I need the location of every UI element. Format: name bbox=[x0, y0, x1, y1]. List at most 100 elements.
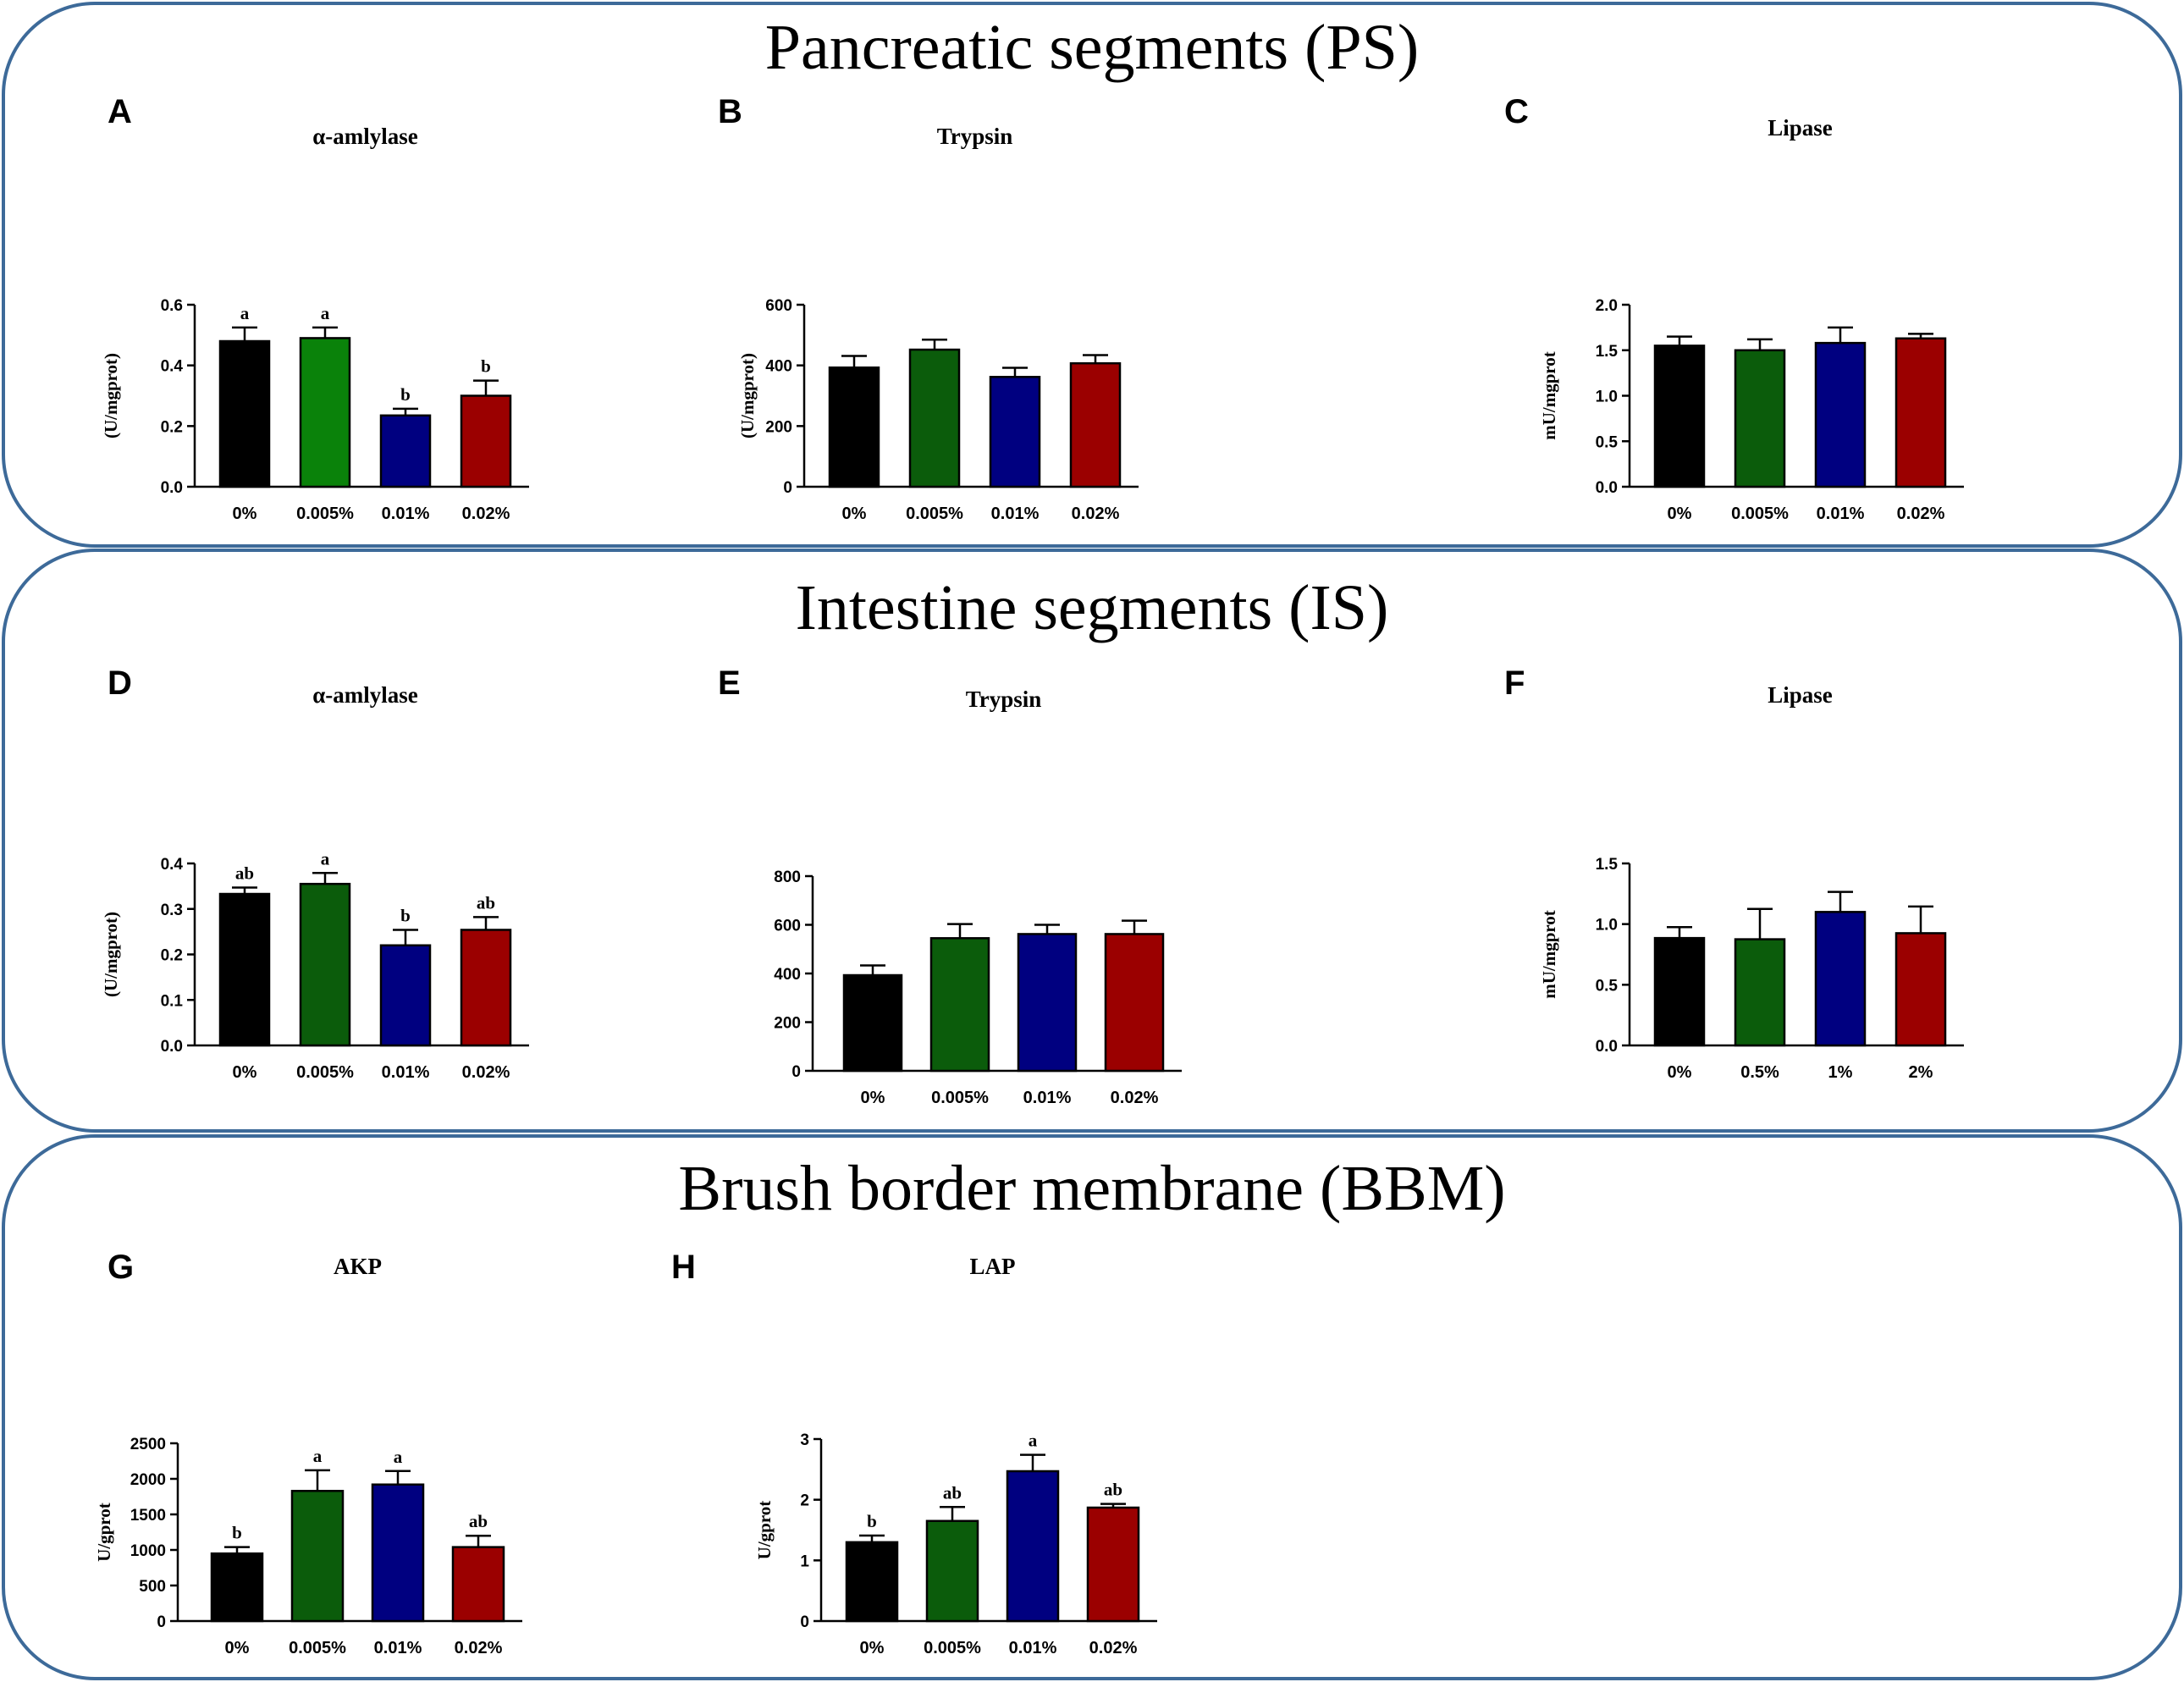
x-tick-label: 0.02% bbox=[1111, 1089, 1159, 1107]
x-tick-label: 0.02% bbox=[1072, 505, 1120, 523]
x-tick-label: 0.005% bbox=[924, 1639, 981, 1657]
y-tick-label: 0.5 bbox=[1596, 977, 1619, 995]
x-tick-label: 0.01% bbox=[1817, 505, 1865, 523]
bar-0.02% bbox=[460, 394, 512, 488]
significance-label: a bbox=[240, 303, 250, 323]
chart-g-akp-bbm: AKP 0 500 1000 1500 2000 2500 U/gprot b 0% a 0.005%… bbox=[94, 1254, 522, 1657]
y-tick-label: 0.0 bbox=[161, 1038, 183, 1056]
significance-label: a bbox=[1029, 1431, 1038, 1451]
x-tick-label: 0.005% bbox=[296, 1063, 354, 1082]
bar-0.01% bbox=[371, 1483, 425, 1623]
significance-label: a bbox=[394, 1447, 403, 1467]
section-title-intestine: Intestine segments (IS) bbox=[795, 572, 1389, 643]
bar-0% bbox=[842, 973, 903, 1073]
y-tick-label: 200 bbox=[765, 418, 792, 436]
y-tick-label: 1.5 bbox=[1596, 343, 1619, 361]
x-tick-label: 0.005% bbox=[906, 505, 963, 523]
chart-a-amylase-ps: α-amlylase 0.0 0.2 0.4 0.6 (U/mgprot) a 0% a 0.00… bbox=[101, 124, 529, 523]
significance-label: ab bbox=[1104, 1480, 1122, 1500]
x-tick-label: 0.01% bbox=[382, 505, 430, 523]
chart-e-trypsin-is: Trypsin 0 200 400 600 800 0% 0.005% 0.01% 0.02% bbox=[774, 687, 1182, 1107]
x-tick-label: 0% bbox=[233, 1063, 257, 1082]
x-tick-label: 0.005% bbox=[296, 505, 354, 523]
y-tick-label: 0.6 bbox=[161, 297, 183, 315]
significance-label: b bbox=[867, 1511, 877, 1531]
y-tick-label: 400 bbox=[774, 966, 801, 984]
panel-letter-b: B bbox=[718, 93, 742, 130]
y-tick-label: 3 bbox=[800, 1431, 809, 1449]
y-tick-label: 1500 bbox=[130, 1507, 166, 1525]
bar-0.005% bbox=[1734, 349, 1786, 488]
x-tick-label: 0% bbox=[860, 1639, 885, 1657]
bar-0.005% bbox=[299, 882, 351, 1047]
section-title-pancreatic: Pancreatic segments (PS) bbox=[764, 12, 1420, 83]
bar-0.01% bbox=[1814, 341, 1867, 488]
y-axis-label: U/gprot bbox=[754, 1501, 775, 1560]
panel-letter-f: F bbox=[1504, 665, 1525, 702]
y-tick-label: 600 bbox=[774, 918, 801, 935]
chart-title: Trypsin bbox=[966, 687, 1042, 712]
bar-0.01% bbox=[379, 414, 432, 488]
x-tick-label: 0.5% bbox=[1740, 1063, 1779, 1082]
chart-f-lipase-is: Lipase 0.0 0.5 1.0 1.5 mU/mgprot 0% 0.5% 1% 2% bbox=[1539, 682, 1964, 1082]
significance-label: ab bbox=[477, 892, 495, 913]
significance-label: ab bbox=[943, 1482, 962, 1503]
x-tick-label: 0.02% bbox=[462, 505, 510, 523]
x-tick-label: 2% bbox=[1909, 1063, 1933, 1082]
bar-0.005% bbox=[299, 337, 351, 488]
chart-title: Lipase bbox=[1768, 682, 1833, 708]
y-axis-label: (U/mgprot) bbox=[101, 912, 121, 997]
x-tick-label: 0.01% bbox=[1009, 1639, 1057, 1657]
bar-0% bbox=[218, 339, 271, 488]
y-tick-label: 2500 bbox=[130, 1436, 166, 1453]
panel-letter-d: D bbox=[108, 665, 132, 702]
bar-0.01% bbox=[379, 944, 432, 1047]
y-tick-label: 0.0 bbox=[1596, 1038, 1618, 1056]
panel-letter-a: A bbox=[108, 93, 132, 130]
x-tick-label: 0.01% bbox=[1023, 1089, 1072, 1107]
x-tick-label: 0.02% bbox=[1089, 1639, 1138, 1657]
y-axis-label: U/gprot bbox=[94, 1503, 114, 1562]
x-tick-label: 0% bbox=[842, 505, 867, 523]
y-tick-label: 1.0 bbox=[1596, 917, 1618, 935]
y-tick-label: 0 bbox=[783, 479, 792, 497]
x-tick-label: 0.02% bbox=[1897, 505, 1945, 523]
y-tick-label: 2000 bbox=[130, 1471, 166, 1489]
chart-b-trypsin-ps: Trypsin 0 200 400 600 (U/mgprot) 0% 0.005% 0.01%… bbox=[737, 124, 1139, 523]
y-axis-label: (U/mgprot) bbox=[737, 353, 758, 438]
bar-0.02% bbox=[1069, 361, 1122, 488]
y-tick-label: 0.1 bbox=[161, 992, 184, 1010]
x-tick-label: 0% bbox=[225, 1639, 250, 1657]
bar-0.01% bbox=[1006, 1470, 1060, 1623]
bar-0.02% bbox=[460, 929, 512, 1047]
bar-0.005% bbox=[929, 937, 990, 1073]
bar-0.005% bbox=[290, 1490, 345, 1623]
y-tick-label: 1 bbox=[800, 1552, 809, 1570]
x-tick-label: 0.02% bbox=[455, 1639, 503, 1657]
bar-0% bbox=[218, 892, 271, 1047]
y-tick-label: 0.0 bbox=[1596, 479, 1618, 497]
panel-letter-c: C bbox=[1504, 93, 1529, 130]
chart-h-lap-bbm: LAP 0 1 2 3 U/gprot b 0% ab 0.005% a 0.01% ab 0.02% bbox=[754, 1254, 1157, 1657]
x-tick-label: 0% bbox=[233, 505, 257, 523]
y-tick-label: 0.2 bbox=[161, 418, 183, 436]
bar-0.02% bbox=[1104, 933, 1165, 1073]
x-tick-label: 0.02% bbox=[462, 1063, 510, 1082]
bar-0.01% bbox=[1017, 933, 1078, 1073]
bar-0.02% bbox=[451, 1546, 505, 1623]
bar-0% bbox=[828, 366, 880, 488]
chart-title: α-amlylase bbox=[312, 124, 418, 149]
bar-0.02% bbox=[1086, 1506, 1140, 1623]
y-tick-label: 0 bbox=[157, 1613, 166, 1631]
significance-label: ab bbox=[469, 1511, 488, 1531]
bar-0% bbox=[1653, 936, 1706, 1047]
y-tick-label: 0.3 bbox=[161, 902, 183, 919]
y-tick-label: 2.0 bbox=[1596, 297, 1618, 315]
y-tick-label: 400 bbox=[765, 358, 792, 376]
panel-letter-g: G bbox=[108, 1249, 135, 1286]
significance-label: a bbox=[321, 848, 330, 869]
chart-c-lipase-ps: Lipase 0.0 0.5 1.0 1.5 2.0 mU/mgprot 0% 0.005% 0.… bbox=[1539, 115, 1964, 523]
y-axis-label: mU/mgprot bbox=[1539, 351, 1559, 440]
x-tick-label: 0% bbox=[1668, 505, 1692, 523]
bar-0.005% bbox=[908, 348, 961, 488]
